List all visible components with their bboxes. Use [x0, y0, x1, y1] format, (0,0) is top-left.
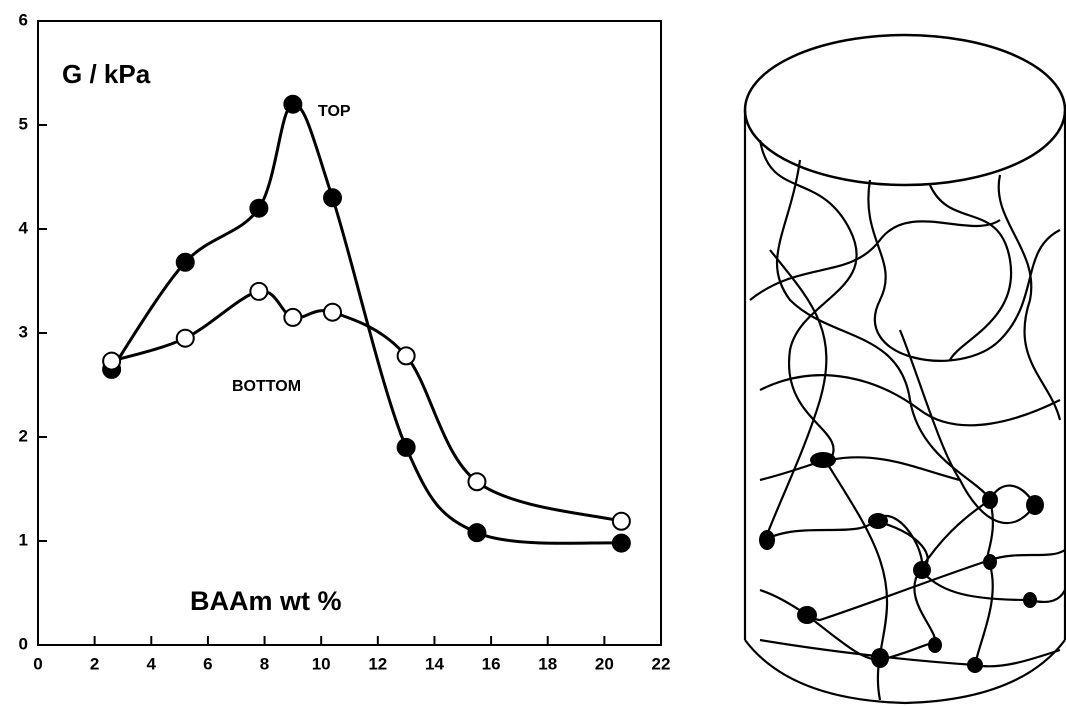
network-diagram [745, 35, 1065, 703]
data-point [177, 254, 194, 271]
x-tick-label: 4 [147, 654, 157, 673]
x-tick-label: 10 [312, 654, 331, 673]
data-point [250, 283, 267, 300]
x-tick-label: 18 [538, 654, 557, 673]
data-point [398, 439, 415, 456]
y-tick-label: 5 [19, 114, 28, 133]
y-tick-label: 1 [19, 530, 28, 549]
data-point [177, 330, 194, 347]
series-line [112, 291, 622, 521]
x-tick-label: 22 [652, 654, 671, 673]
x-tick-label: 6 [203, 654, 212, 673]
x-tick-label: 12 [368, 654, 387, 673]
data-point [284, 309, 301, 326]
x-tick-label: 20 [595, 654, 614, 673]
y-tick-label: 3 [19, 322, 28, 341]
x-axis-label: BAAm wt % [190, 586, 342, 616]
page: {"chart_data": {"type": "line", "y_label… [0, 0, 1066, 706]
figure: G / kPa BAAm wt % 0 2 4 6 8 1 [0, 0, 1066, 706]
data-point [324, 189, 341, 206]
data-point [250, 200, 267, 217]
x-tick-label: 2 [90, 654, 99, 673]
data-point [468, 473, 485, 490]
data-point [613, 535, 630, 552]
series-label: BOTTOM [232, 378, 301, 395]
x-tick-label: 16 [482, 654, 501, 673]
y-tick-label: 6 [19, 10, 28, 29]
y-tick-label: 2 [19, 426, 28, 445]
data-point [398, 347, 415, 364]
x-tick-label: 14 [425, 654, 444, 673]
data-point [103, 353, 120, 370]
y-tick-label: 0 [19, 634, 28, 653]
data-point [613, 513, 630, 530]
data-point [468, 524, 485, 541]
x-tick-label: 8 [260, 654, 269, 673]
data-point [324, 304, 341, 321]
series-line [112, 104, 622, 543]
series-label: TOP [318, 103, 351, 120]
y-axis-label: G / kPa [62, 59, 151, 89]
x-tick-label: 0 [33, 654, 42, 673]
y-tick-label: 4 [19, 218, 29, 237]
data-point [284, 96, 301, 113]
